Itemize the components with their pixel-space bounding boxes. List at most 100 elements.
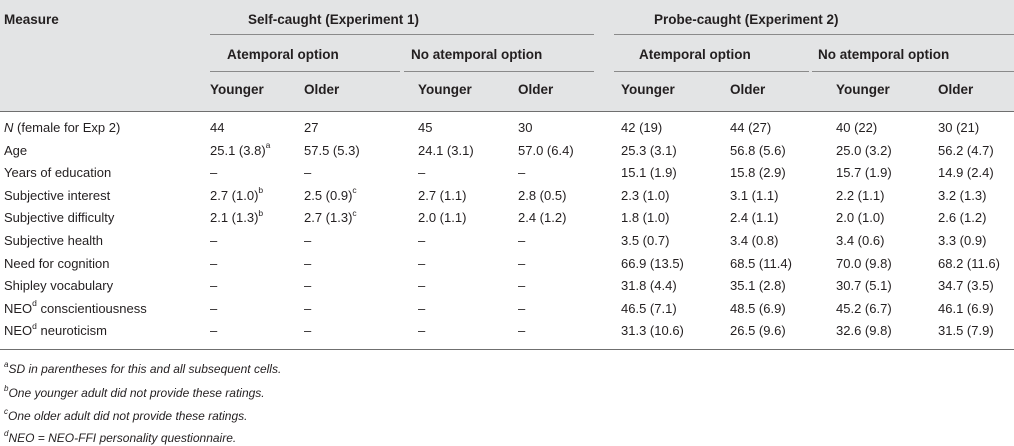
cell-value: 70.0 (9.8)	[836, 255, 892, 271]
cell-value: 56.8 (5.6)	[730, 142, 786, 158]
table-cell: 66.9 (13.5)	[621, 256, 684, 272]
cell-value: 2.7 (1.1)	[418, 187, 467, 203]
table-cell: 25.1 (3.8)a	[210, 141, 270, 159]
row-measure: Subjective interest	[4, 188, 110, 204]
measure-text: NEO	[4, 323, 33, 339]
cell-value: 26.5 (9.6)	[730, 323, 786, 339]
cell-value: –	[210, 255, 218, 271]
table-cell: 68.5 (11.4)	[730, 256, 792, 272]
table-cell: –	[418, 233, 425, 249]
table-cell: –	[518, 233, 525, 249]
measure-text: Subjective difficulty	[4, 210, 115, 226]
cell-value: –	[518, 233, 526, 248]
exp2-atemporal-rule	[614, 71, 809, 72]
cell-value: 3.5 (0.7)	[621, 233, 670, 248]
footnote: aSD in parentheses for this and all subs…	[4, 361, 282, 377]
cell-value: –	[304, 323, 312, 339]
cell-value: 3.4 (0.8)	[730, 233, 779, 248]
cell-value: 24.1 (3.1)	[418, 142, 474, 158]
table-cell: 46.5 (7.1)	[621, 301, 677, 317]
measure-text: Subjective interest	[4, 187, 111, 203]
cell-value: –	[210, 165, 218, 181]
cell-value: 2.0 (1.0)	[836, 210, 885, 226]
cell-value: 34.7 (3.5)	[938, 278, 994, 294]
table-cell: 31.3 (10.6)	[621, 323, 684, 339]
col-younger-4: Younger	[836, 82, 890, 97]
cell-value: 48.5 (6.9)	[730, 300, 786, 316]
cell-value: –	[418, 255, 426, 271]
table-cell: –	[304, 165, 311, 181]
table-cell: –	[304, 233, 311, 249]
table-cell: 31.5 (7.9)	[938, 323, 994, 339]
table-cell: 2.6 (1.2)	[938, 210, 986, 226]
table-cell: 32.6 (9.8)	[836, 323, 892, 339]
cell-value: 15.8 (2.9)	[730, 165, 786, 181]
table-cell: 30.7 (5.1)	[836, 278, 892, 294]
cell-value: –	[418, 278, 426, 294]
table-cell: 15.7 (1.9)	[836, 165, 892, 181]
table-cell: –	[304, 323, 311, 339]
exp2-atemporal-header: Atemporal option	[639, 47, 751, 62]
table-cell: 14.9 (2.4)	[938, 165, 994, 181]
footnote-mark: b	[4, 384, 9, 393]
table-cell: 2.5 (0.9)c	[304, 186, 357, 204]
table-cell: 2.2 (1.1)	[836, 188, 884, 204]
table-cell: –	[418, 256, 425, 272]
cell-value: 68.5 (11.4)	[730, 255, 792, 271]
row-measure: Need for cognition	[4, 256, 110, 272]
cell-value: 31.8 (4.4)	[621, 278, 677, 294]
cell-value: 27	[304, 120, 319, 135]
table-cell: 27	[304, 120, 318, 136]
cell-value: 3.4 (0.6)	[836, 233, 885, 248]
table-cell: 46.1 (6.9)	[938, 301, 994, 317]
cell-value: 3.3 (0.9)	[938, 233, 987, 248]
exp1-no-atemporal-rule	[404, 71, 594, 72]
measure-footnote-mark: d	[32, 298, 37, 309]
cell-value: –	[304, 278, 312, 294]
cell-value: 2.7 (1.3)	[304, 210, 353, 226]
table-cell: 42 (19)	[621, 120, 662, 136]
table-cell: 2.7 (1.0)b	[210, 186, 263, 204]
table-cell: –	[418, 278, 425, 294]
cell-value: –	[210, 323, 218, 339]
table-cell: –	[210, 323, 217, 339]
measure-footnote-mark: d	[32, 321, 37, 332]
cell-value: 15.1 (1.9)	[621, 165, 677, 181]
table-cell: –	[304, 278, 311, 294]
cell-value: 30.7 (5.1)	[836, 278, 892, 294]
table-cell: 57.0 (6.4)	[518, 143, 574, 159]
cell-value: –	[518, 323, 526, 339]
footnote-text: One older adult did not provide these ra…	[8, 409, 248, 423]
row-measure: Age	[4, 143, 27, 159]
table-cell: –	[210, 165, 217, 181]
table-cell: 2.0 (1.0)	[836, 210, 884, 226]
table-cell: 35.1 (2.8)	[730, 278, 786, 294]
col-younger-3: Younger	[621, 82, 675, 97]
exp1-rule	[210, 34, 594, 35]
table-cell: 1.8 (1.0)	[621, 210, 669, 226]
table-cell: 2.0 (1.1)	[418, 210, 466, 226]
cell-value: 66.9 (13.5)	[621, 255, 684, 271]
cell-value: 32.6 (9.8)	[836, 323, 892, 339]
table-cell: 3.5 (0.7)	[621, 233, 669, 249]
cell-value: 30 (21)	[938, 120, 980, 135]
cell-value: –	[418, 300, 426, 316]
table-cell: 30 (21)	[938, 120, 979, 136]
footnote: dNEO = NEO-FFI personality questionnaire…	[4, 430, 236, 446]
cell-value: 45.2 (6.7)	[836, 300, 892, 316]
cell-value: 31.3 (10.6)	[621, 323, 684, 339]
table-cell: 44	[210, 120, 224, 136]
table-cell: –	[418, 165, 425, 181]
cell-value: 2.3 (1.0)	[621, 187, 670, 203]
measure-text-after: neuroticism	[36, 323, 107, 339]
cell-footnote-mark: b	[258, 208, 264, 219]
footnote-text: SD in parentheses for this and all subse…	[8, 362, 282, 376]
measure-text: (female for Exp 2)	[13, 120, 121, 135]
header-band	[0, 0, 1014, 111]
table-cell: –	[518, 256, 525, 272]
cell-value: 44 (27)	[730, 120, 772, 135]
measure-text: Subjective health	[4, 233, 104, 248]
cell-value: 14.9 (2.4)	[938, 165, 994, 181]
table-cell: 56.2 (4.7)	[938, 143, 994, 159]
col-younger-2: Younger	[418, 82, 472, 97]
